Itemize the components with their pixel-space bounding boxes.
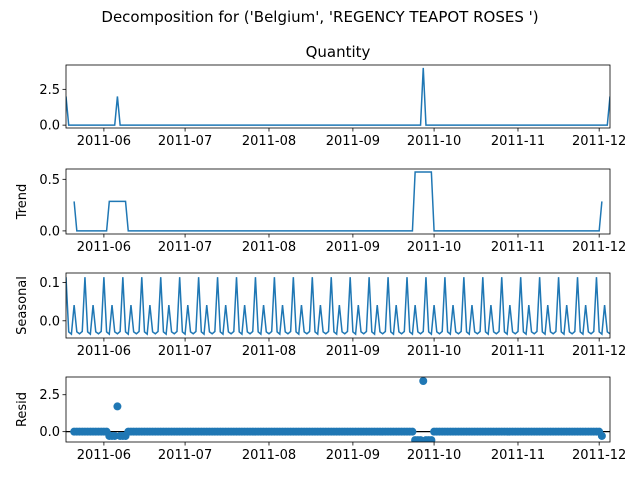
y-tick-label: 0.0 [39, 425, 60, 440]
axes-frame [65, 272, 611, 339]
y-axis-label: Resid [15, 392, 30, 427]
series-line [66, 67, 610, 126]
resid-point [419, 377, 428, 385]
plot-area [73, 171, 603, 232]
x-tick-label: 2011-08 [242, 240, 296, 255]
panels: 0.0 2.5 2011-06 2011-07 2011-08 2011-09 2011-1… [15, 43, 626, 463]
resid-point [113, 402, 122, 411]
x-tick-label: 2011-09 [326, 448, 380, 463]
x-tick-label: 2011-07 [158, 448, 212, 463]
x-tick-label: 2011-11 [491, 344, 545, 359]
y-tick-label: 0.5 [39, 173, 60, 188]
x-tick-label: 2011-07 [158, 344, 212, 359]
plot-area [66, 277, 610, 336]
y-tick-label: 2.5 [39, 388, 60, 403]
panel-title: Quantity [306, 43, 371, 61]
x-tick-label: 2011-12 [572, 344, 626, 359]
x-tick-label: 2011-08 [242, 448, 296, 463]
x-tick-label: 2011-06 [77, 240, 131, 255]
resid-point [427, 436, 436, 442]
axes-frame [65, 168, 611, 235]
figure-title: Decomposition for ('Belgium', 'REGENCY T… [101, 8, 538, 26]
series-line [73, 171, 603, 232]
x-tick-label: 2011-08 [242, 134, 296, 149]
y-tick-label: 0.1 [39, 276, 60, 291]
panel-1: 0.0 2.5 2011-06 2011-07 2011-08 2011-09 2011-1… [39, 43, 626, 149]
x-tick-label: 2011-11 [491, 240, 545, 255]
x-tick-label: 2011-12 [572, 448, 626, 463]
axes-frame [65, 64, 611, 129]
x-tick-label: 2011-11 [491, 448, 545, 463]
series-line [66, 277, 610, 336]
y-tick-label: 2.5 [39, 83, 60, 98]
x-tick-label: 2011-10 [407, 240, 461, 255]
y-axis-label: Seasonal [15, 276, 30, 335]
resid-point [408, 427, 417, 436]
panel-4: 0.0 2.5 2011-06 2011-07 2011-08 2011-09 2011-1… [15, 376, 626, 463]
x-tick-label: 2011-10 [407, 448, 461, 463]
x-tick-label: 2011-06 [77, 344, 131, 359]
x-tick-label: 2011-12 [572, 240, 626, 255]
x-tick-label: 2011-09 [326, 344, 380, 359]
y-tick-label: 0.0 [39, 224, 60, 239]
plot-area [66, 67, 610, 126]
x-tick-label: 2011-11 [491, 134, 545, 149]
panel-3: 0.0 0.1 2011-06 2011-07 2011-08 2011-09 2011-1… [15, 272, 626, 359]
x-tick-label: 2011-07 [158, 134, 212, 149]
x-tick-label: 2011-09 [326, 240, 380, 255]
y-tick-label: 0.0 [39, 314, 60, 329]
resid-point [597, 431, 606, 440]
x-tick-label: 2011-09 [326, 134, 380, 149]
x-tick-label: 2011-06 [77, 134, 131, 149]
x-tick-label: 2011-12 [572, 134, 626, 149]
y-tick-label: 0.0 [39, 119, 60, 134]
x-tick-label: 2011-10 [407, 134, 461, 149]
x-tick-label: 2011-10 [407, 344, 461, 359]
plot-area [66, 377, 610, 442]
x-tick-label: 2011-08 [242, 344, 296, 359]
x-tick-label: 2011-06 [77, 448, 131, 463]
axes-frame [65, 376, 611, 443]
y-axis-label: Trend [15, 184, 30, 221]
panel-2: 0.0 0.5 2011-06 2011-07 2011-08 2011-09 2011-1… [15, 168, 626, 255]
x-tick-label: 2011-07 [158, 240, 212, 255]
